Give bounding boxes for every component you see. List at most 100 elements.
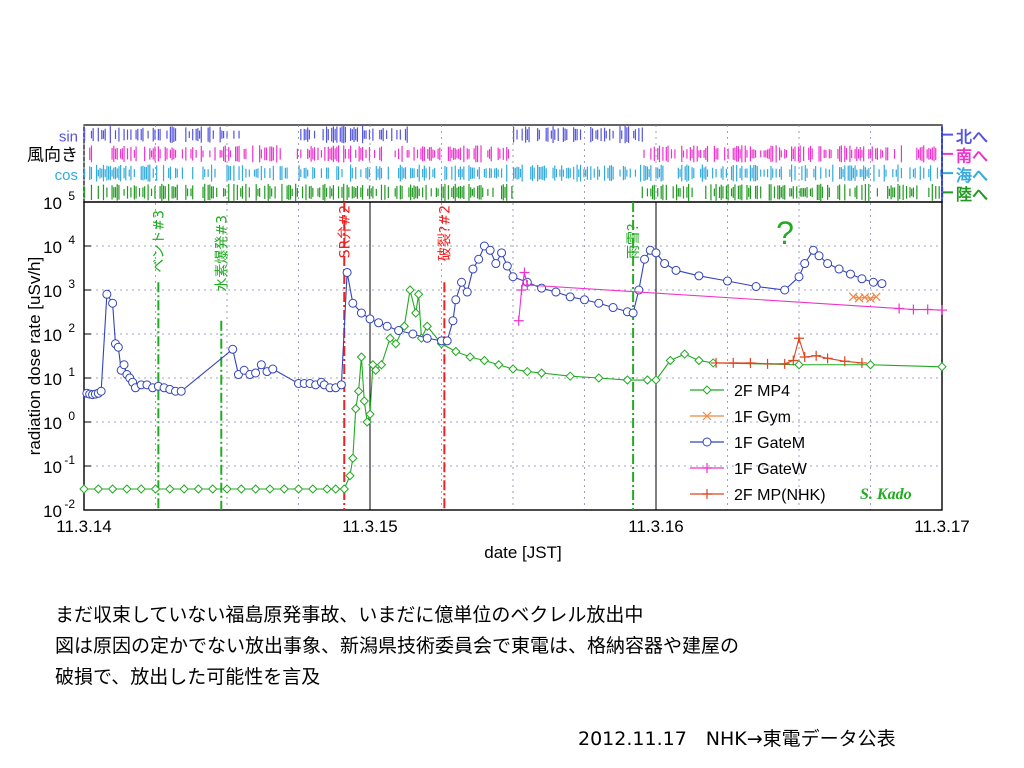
wind-bar	[691, 149, 693, 159]
wind-bar	[828, 149, 830, 159]
wind-bar	[790, 188, 793, 197]
wind-bar	[327, 129, 329, 141]
wind-bar	[271, 188, 273, 197]
point-circle	[868, 277, 878, 287]
wind-bar	[348, 187, 350, 198]
wind-bar	[537, 128, 539, 142]
wind-bar	[746, 168, 748, 178]
wind-bar	[856, 169, 858, 177]
wind-bar	[399, 185, 401, 200]
wind-bar	[852, 168, 854, 179]
wind-bar	[473, 167, 475, 179]
point-circle	[365, 314, 375, 324]
wind-bar	[425, 184, 427, 200]
wind-bar	[856, 185, 858, 200]
wind-bar	[825, 168, 827, 178]
wind-bar	[900, 145, 903, 163]
y-axis-label: radiation dose rate [uSv/h]	[25, 257, 44, 455]
wind-bar	[463, 166, 465, 180]
wind-bar	[693, 145, 695, 163]
wind-bar	[931, 184, 933, 201]
wind-bar	[929, 148, 932, 159]
wind-bar	[586, 166, 588, 180]
wind-bar	[516, 166, 518, 180]
wind-bar	[672, 186, 674, 199]
wind-bar	[260, 166, 262, 181]
wind-bar	[660, 164, 662, 182]
wind-bar	[545, 127, 547, 142]
y-tick-exponent: 0	[68, 409, 75, 423]
caption-line-2: 図は原因の定かでない放出事象、新潟県技術委員会で東電は、格納容器や建屋の	[55, 635, 740, 657]
wind-bar	[142, 127, 144, 142]
wind-bar	[770, 145, 772, 163]
series-line	[86, 245, 883, 396]
wind-bar	[423, 165, 425, 181]
wind-bar	[442, 186, 444, 199]
wind-bar	[343, 183, 345, 202]
wind-bar	[459, 166, 462, 180]
wind-row-3	[84, 183, 944, 202]
wind-bar	[770, 184, 772, 201]
wind-bar	[626, 169, 628, 177]
point-diamond	[536, 368, 547, 378]
wind-bar	[399, 164, 401, 182]
wind-bar	[255, 168, 257, 178]
wind-bar	[461, 168, 463, 178]
wind-bar	[651, 185, 654, 200]
point-circle	[268, 364, 278, 374]
wind-bar	[104, 169, 106, 178]
wind-bar	[269, 146, 271, 162]
point-diamond	[279, 484, 289, 494]
wind-bar	[140, 129, 142, 141]
point-diamond	[642, 375, 653, 385]
wind-bar	[506, 164, 508, 182]
wind-bar	[114, 148, 117, 160]
wind-bar	[928, 148, 930, 160]
wind-bar	[487, 150, 489, 158]
wind-bar	[144, 186, 146, 199]
wind-bar	[849, 165, 851, 181]
point-plus	[822, 353, 833, 364]
wind-bar	[351, 129, 353, 141]
wind-bar	[176, 168, 178, 178]
wind-bar	[679, 169, 681, 178]
wind-bar	[736, 146, 738, 162]
wind-bar	[815, 166, 817, 181]
wind-bar	[754, 150, 757, 158]
wind-bar	[888, 188, 891, 197]
wind-bar	[471, 167, 474, 179]
wind-bar	[873, 164, 875, 182]
legend: 2F MP4 1F Gym 1F GateM 1F GateW 2F MP(NHK) S.…	[690, 383, 912, 504]
wind-bar	[573, 166, 575, 180]
wind-bar	[416, 149, 419, 159]
point-plus	[799, 352, 810, 363]
point-circle	[113, 342, 123, 352]
wind-bar	[452, 186, 455, 199]
wind-bar	[164, 146, 166, 161]
wind-bar	[476, 145, 479, 163]
wind-bar	[468, 149, 470, 159]
point-circle	[96, 386, 106, 396]
wind-bar	[688, 183, 690, 201]
wind-bar	[171, 186, 173, 199]
point-x	[848, 292, 858, 302]
wind-bar	[749, 185, 752, 200]
wind-bar	[372, 128, 374, 141]
wind-bar	[368, 129, 371, 140]
question-mark: ?	[776, 215, 794, 251]
point-diamond	[265, 484, 275, 494]
point-diamond	[150, 484, 161, 494]
wind-bar	[569, 168, 571, 178]
wind-bar	[444, 183, 446, 201]
wind-bar	[222, 130, 225, 139]
wind-bar	[348, 149, 350, 159]
wind-bar	[732, 147, 734, 160]
source-note: 2012.11.17 NHK→東電データ公表	[578, 728, 896, 750]
wind-bar	[521, 128, 523, 141]
wind-bar	[355, 128, 357, 141]
wind-bar	[482, 187, 484, 198]
point-circle	[857, 274, 867, 284]
wind-bar	[547, 127, 549, 142]
wind-bar	[219, 126, 221, 143]
wind-bar	[778, 169, 781, 178]
